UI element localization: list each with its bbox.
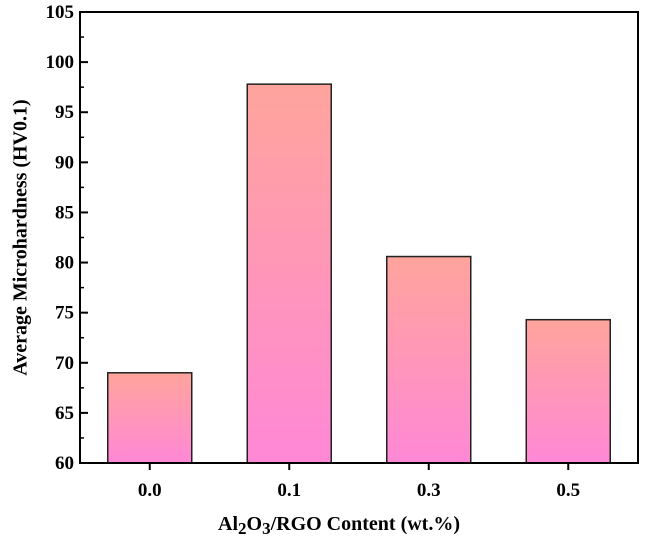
- bar-0.0: [107, 372, 193, 464]
- x-tick-label: 0.3: [417, 480, 441, 501]
- bar-0.3: [386, 255, 472, 464]
- y-tick-label: 60: [55, 453, 74, 474]
- bar-0.5: [525, 318, 611, 464]
- y-axis: 60 65 70 75 80 85 90 95 100 105: [46, 2, 88, 474]
- y-tick-label: 100: [46, 52, 75, 73]
- y-tick-label: 90: [55, 152, 74, 173]
- y-tick-label: 65: [55, 403, 74, 424]
- y-tick-label: 95: [55, 102, 74, 123]
- x-tick-label: 0.0: [138, 480, 162, 501]
- y-tick-label: 75: [55, 303, 74, 324]
- y-tick-label: 85: [55, 202, 74, 223]
- y-axis-title: Average Microhardness (HV0.1): [10, 99, 32, 375]
- y-tick-label: 105: [46, 2, 75, 23]
- x-tick-label: 0.1: [277, 480, 301, 501]
- bar-0.1: [246, 83, 332, 464]
- x-tick-label: 0.5: [556, 480, 580, 501]
- y-tick-label: 80: [55, 253, 74, 274]
- y-tick-label: 70: [55, 353, 74, 374]
- x-axis-title: Al2O3/RGO Content (wt.%): [218, 513, 460, 538]
- x-axis: 0.0 0.1 0.3 0.5: [138, 463, 580, 501]
- bars-group: [107, 83, 611, 464]
